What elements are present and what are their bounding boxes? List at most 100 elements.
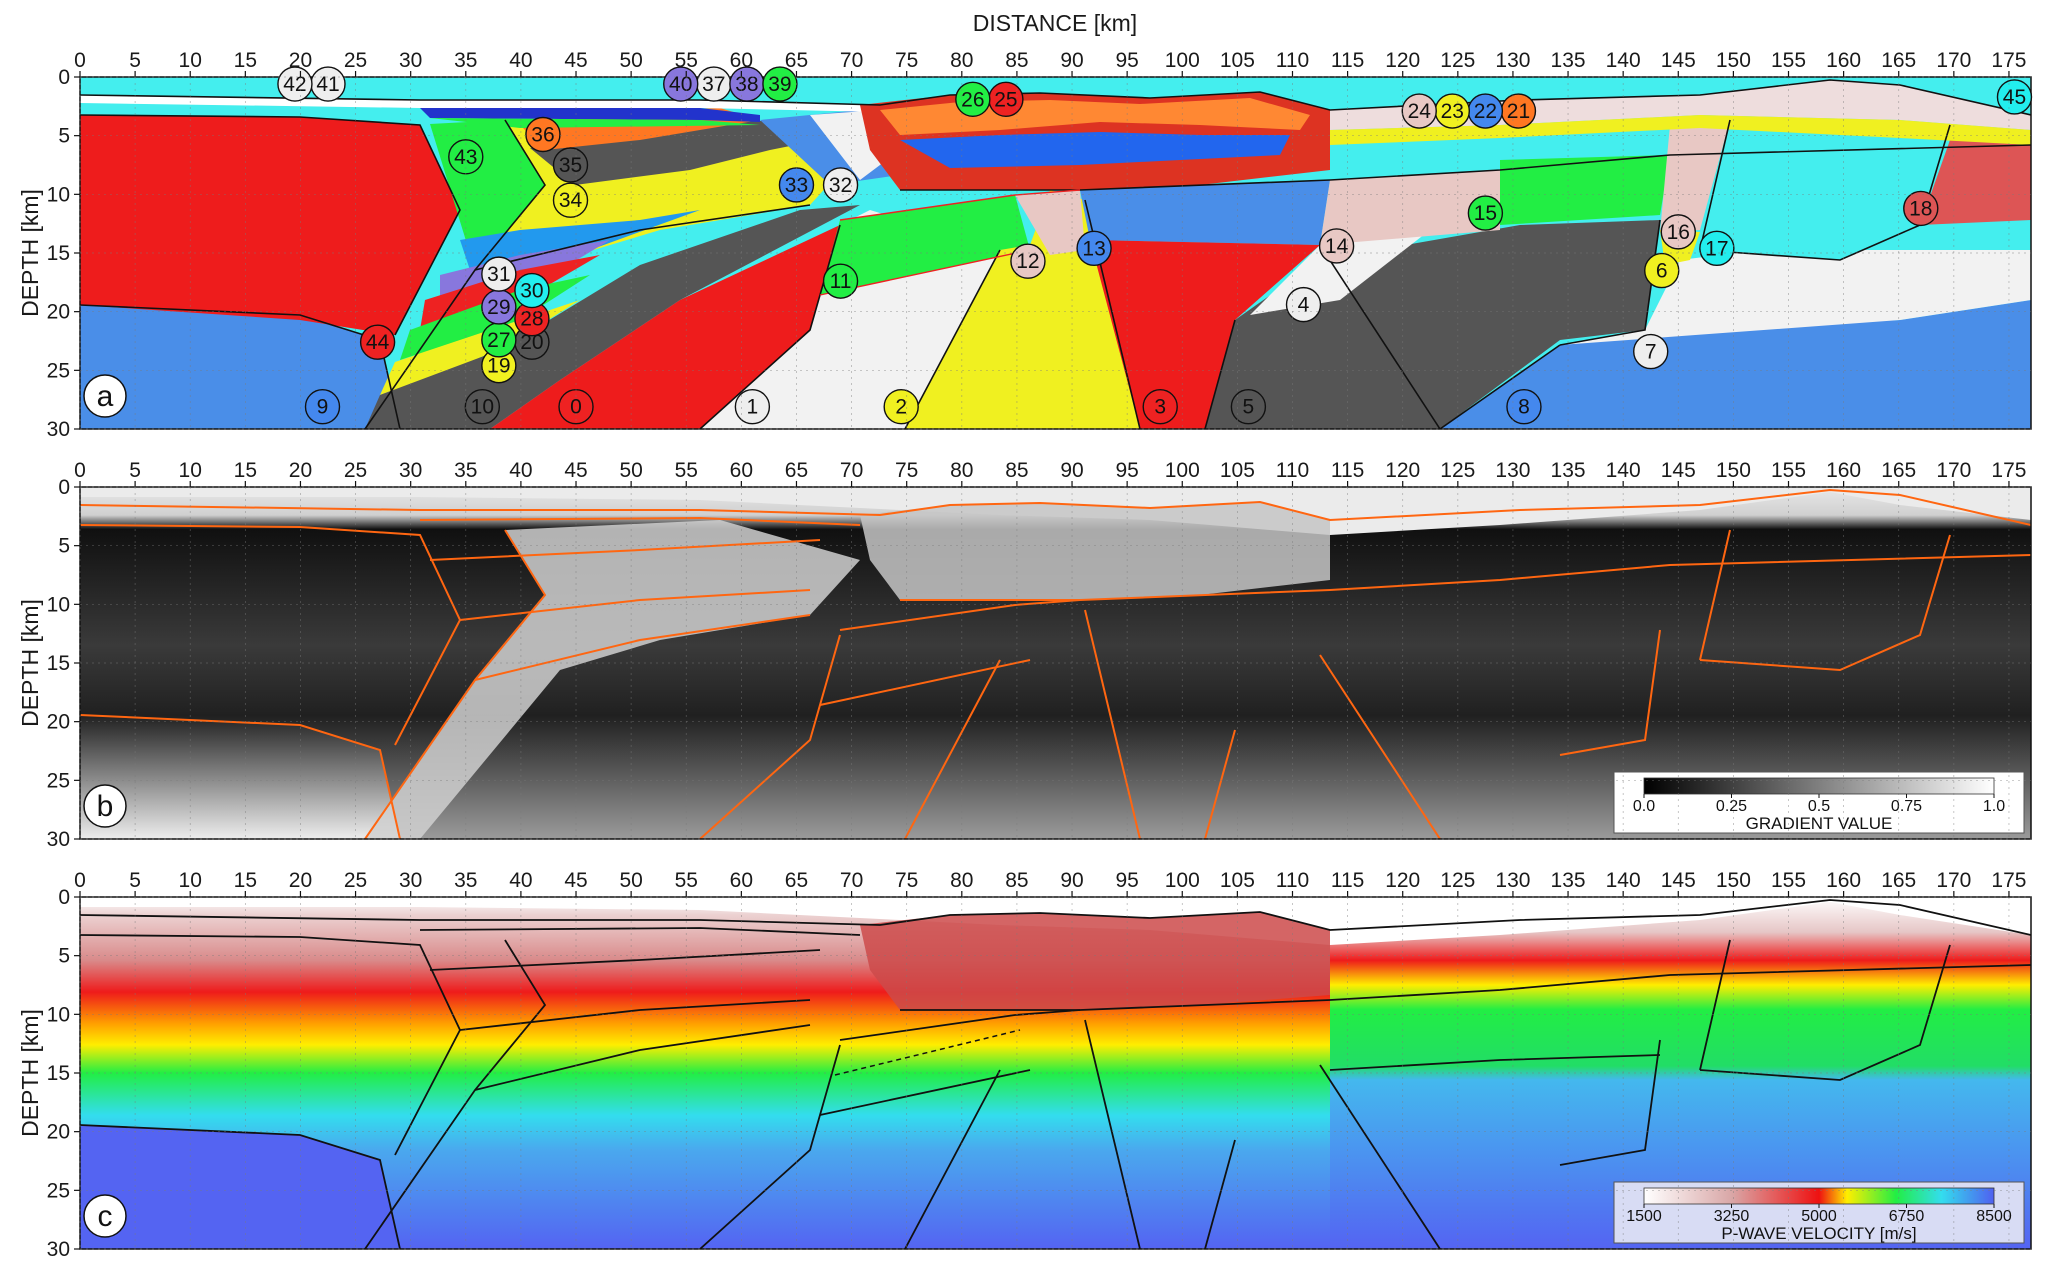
x-tick-label: 140 <box>1606 459 1641 482</box>
y-tick-label: 20 <box>47 711 70 734</box>
y-tick-label: 30 <box>47 1238 70 1261</box>
gradient-colorbar: 0.0 0.25 0.5 0.75 1.0 GRADIENT VALUE <box>1613 771 2025 834</box>
unit-label-39: 39 <box>762 66 798 102</box>
x-tick-label: 145 <box>1661 459 1696 482</box>
unit-label-badge <box>1467 195 1504 231</box>
unit-label-number: 8 <box>1518 396 1530 419</box>
x-tick-label: 80 <box>950 459 973 482</box>
unit-label-27: 27 <box>481 322 517 358</box>
upper-green-layer <box>430 118 760 128</box>
unit-label-badge <box>1318 228 1355 264</box>
colorbar-tick-label: 0.25 <box>1716 798 1747 815</box>
unit-label-badge <box>1699 230 1735 267</box>
unit-label-badge <box>464 389 501 425</box>
x-tick-label: 75 <box>895 49 918 72</box>
unit-label-number: 1 <box>747 396 759 419</box>
unit-13-region <box>1080 180 1330 245</box>
x-tick-label: 5 <box>129 49 141 72</box>
unit-label-32: 32 <box>822 167 859 203</box>
y-tick-label: 0 <box>58 66 70 89</box>
x-tick-label: 90 <box>1060 459 1083 482</box>
x-tick-label: 65 <box>785 459 808 482</box>
axes: 0 5 10 15 20 25 30 35 40 45 50 55 60 65 70 75 80 85 90 95 10… <box>17 49 2031 1261</box>
unit-label-number: 41 <box>316 73 339 96</box>
unit-label-number: 5 <box>1243 396 1255 419</box>
unit-3-region <box>1090 240 1320 429</box>
unit-label-17: 17 <box>1699 230 1735 267</box>
unit-label-38: 38 <box>729 66 765 102</box>
gradient-fan <box>365 520 860 839</box>
unit-label-36: 36 <box>525 116 561 153</box>
unit-label-35: 35 <box>552 147 589 183</box>
x-tick-label: 165 <box>1881 869 1916 892</box>
x-tick-label: 70 <box>840 49 863 72</box>
unit-label-number: 7 <box>1645 341 1657 364</box>
unit-label-25: 25 <box>988 81 1024 117</box>
gradient-colorbar-title: GRADIENT VALUE <box>1746 814 1893 833</box>
x-tick-label: 20 <box>289 459 312 482</box>
x-tick-label: 140 <box>1606 49 1641 72</box>
x-tick-label: 135 <box>1551 49 1586 72</box>
unit-label-number: 16 <box>1667 221 1690 244</box>
velocity-contacts <box>80 899 2031 1249</box>
x-tick-label: 45 <box>564 869 587 892</box>
unit-label-number: 18 <box>1909 197 1932 220</box>
velocity-nappes <box>860 912 1330 1010</box>
unit-label-21: 21 <box>1500 93 1537 129</box>
y-tick-label: 25 <box>47 1179 70 1202</box>
unit-label-badge <box>663 66 699 102</box>
y-tick-label: 10 <box>47 593 70 616</box>
colorbar-tick-label: 5000 <box>1801 1208 1837 1225</box>
unit-label-8: 8 <box>1506 389 1542 425</box>
unit-17-region <box>1700 120 1950 260</box>
unit-label-badge <box>734 389 771 425</box>
unit-label-0: 0 <box>558 389 594 425</box>
unit-label-1: 1 <box>734 389 771 425</box>
unit-label-number: 24 <box>1408 100 1432 123</box>
x-tick-label: 105 <box>1220 869 1255 892</box>
panel-a-label: a <box>97 380 114 413</box>
x-tick-label: 25 <box>344 49 367 72</box>
unit-label-badge <box>1076 230 1112 267</box>
x-tick-label: 40 <box>509 459 532 482</box>
unit-label-badge <box>304 389 341 425</box>
x-tick-label: 130 <box>1495 49 1530 72</box>
unit-label-badge <box>514 272 550 309</box>
unit-label-badge <box>1401 93 1437 129</box>
unit-label-42: 42 <box>277 66 313 102</box>
unit-label-number: 6 <box>1656 260 1668 283</box>
unit-label-badge <box>1142 389 1178 425</box>
unit-label-number: 44 <box>366 331 390 354</box>
unit-label-4: 4 <box>1285 286 1322 323</box>
x-tick-label: 20 <box>289 869 312 892</box>
axes-panel-c: 0 5 10 15 20 25 30 35 40 45 50 55 60 65 70 75 80 85 90 95 10… <box>17 869 2031 1261</box>
y-tick-label: 15 <box>47 1062 70 1085</box>
panel-b-label-badge <box>83 784 127 828</box>
unit-label-number: 11 <box>830 270 852 293</box>
x-tick-label: 160 <box>1826 49 1861 72</box>
x-tick-label: 0 <box>74 869 86 892</box>
x-tick-label: 115 <box>1331 459 1364 482</box>
x-tick-label: 125 <box>1440 49 1475 72</box>
panel-c-label-badge <box>83 1194 127 1238</box>
x-tick-label: 20 <box>289 49 312 72</box>
x-tick-label: 15 <box>234 49 257 72</box>
x-tick-label: 0 <box>74 49 86 72</box>
unit-label-19: 19 <box>481 347 517 384</box>
x-tick-label: 105 <box>1220 49 1255 72</box>
x-tick-label: 50 <box>619 459 642 482</box>
unit-label-26: 26 <box>955 81 991 117</box>
unit-label-number: 12 <box>1016 250 1039 273</box>
unit-label-3: 3 <box>1142 389 1178 425</box>
x-tick-label: 105 <box>1220 459 1255 482</box>
unit-label-number: 39 <box>768 73 791 96</box>
x-tick-label: 35 <box>454 49 477 72</box>
unit-15-region <box>1500 155 1670 225</box>
unit-label-badge <box>1230 389 1267 425</box>
unit-label-badge <box>525 116 561 153</box>
x-tick-label: 45 <box>564 459 587 482</box>
dashed-boundary <box>834 1029 1021 1076</box>
axes-panel-b: 0 5 10 15 20 25 30 35 40 45 50 55 60 65 70 75 80 85 90 95 10… <box>17 459 2031 851</box>
gradient-contacts <box>80 488 2031 839</box>
